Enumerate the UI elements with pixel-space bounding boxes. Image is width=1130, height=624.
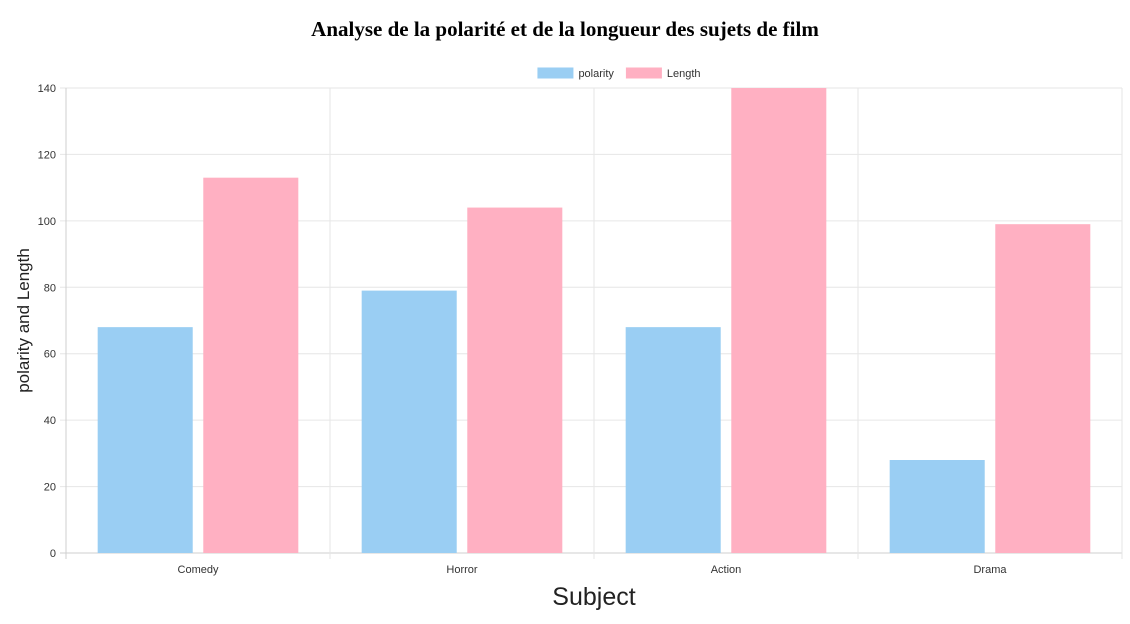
bar-length-horror[interactable] [467,207,563,554]
y-tick-label: 0 [50,548,56,560]
axes: 0 20 40 60 80 100 120 140 Comedy Horror Action Dram… [38,83,1008,576]
y-tick-label: 120 [38,149,56,161]
legend-swatch-polarity[interactable] [537,67,574,79]
y-tick-label: 40 [44,415,56,427]
y-tick-label: 140 [38,83,56,95]
bar-polarity-horror[interactable] [361,290,457,553]
chart-title: Analyse de la polarité et de la longueur… [311,17,819,41]
x-tick-label: Drama [973,564,1007,576]
bar-length-comedy[interactable] [203,177,299,553]
y-tick-label: 80 [44,282,56,294]
bars [97,88,1091,554]
y-tick-label: 20 [44,482,56,494]
x-tick-label: Action [711,564,742,576]
legend-swatch-length[interactable] [625,67,662,79]
y-tick-label: 100 [38,216,56,228]
y-axis-title: polarity and Length [14,248,33,393]
bar-length-drama[interactable] [995,224,1091,553]
x-axis-title: Subject [552,583,635,611]
x-tick-label: Comedy [178,564,219,576]
bar-polarity-drama[interactable] [889,460,985,553]
y-tick-label: 60 [44,349,56,361]
x-tick-label: Horror [446,564,478,576]
bar-length-action[interactable] [731,88,827,553]
legend[interactable]: polarity Length [537,67,701,81]
bar-polarity-comedy[interactable] [97,327,193,553]
legend-label: Length [667,68,701,80]
bar-polarity-action[interactable] [625,327,721,553]
legend-label: polarity [578,68,614,80]
